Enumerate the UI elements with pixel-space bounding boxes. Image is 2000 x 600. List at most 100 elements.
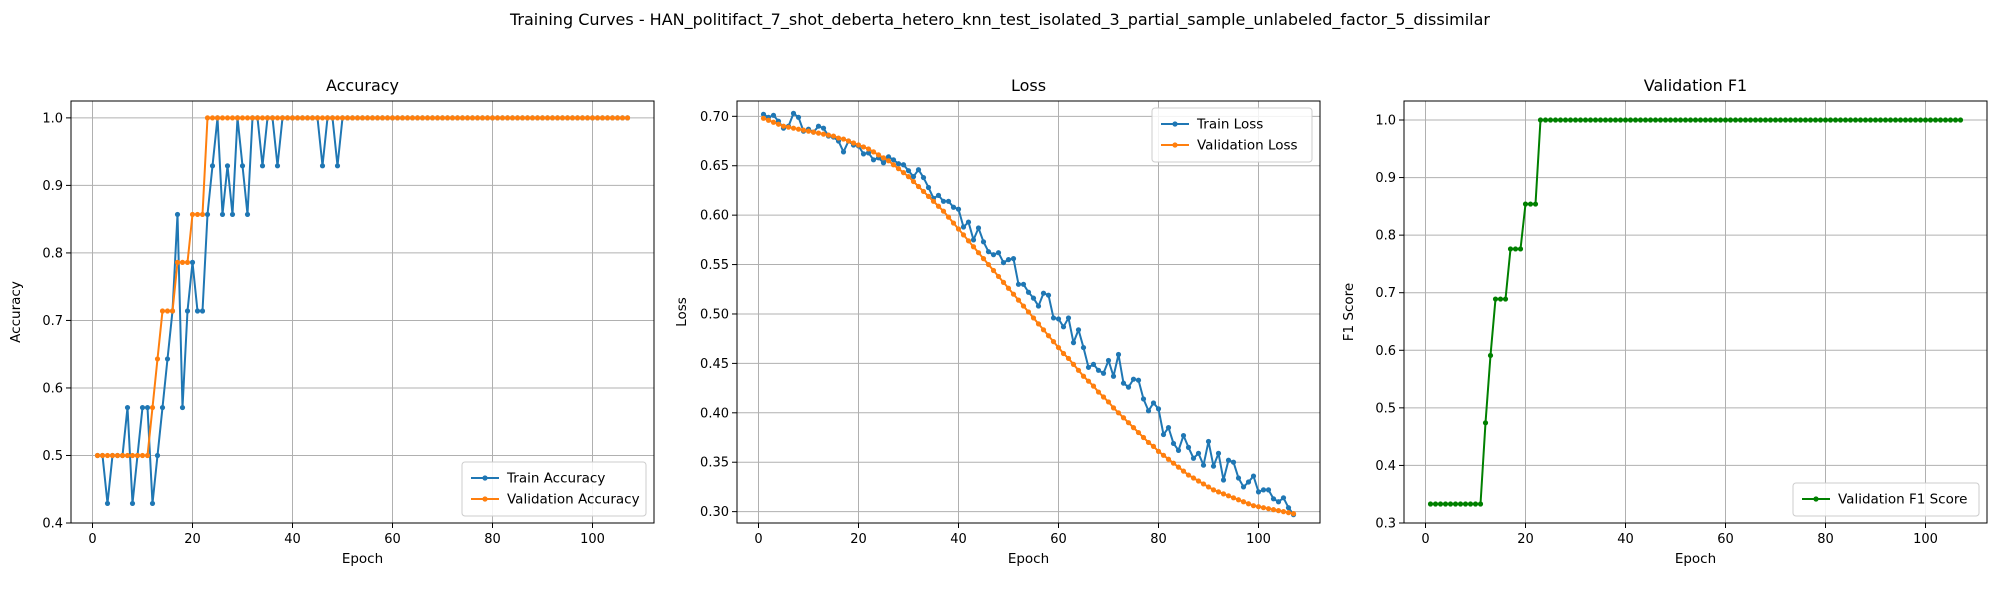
- loss-data-point: [1185, 472, 1192, 478]
- validation-f1-data-point: [1542, 117, 1549, 123]
- accuracy-data-point: [229, 115, 236, 121]
- loss-data-point: [955, 226, 962, 232]
- accuracy-data-point: [604, 115, 611, 121]
- loss-data-point: [1025, 309, 1032, 315]
- loss-data-point: [1255, 504, 1262, 510]
- validation-f1-data-point: [1592, 117, 1599, 123]
- loss-data-point: [1250, 503, 1257, 509]
- loss-data-point: [890, 162, 897, 168]
- validation-f1-data-point: [1647, 117, 1654, 123]
- loss-data-point: [765, 117, 772, 123]
- validation-f1-data-point: [1822, 117, 1829, 123]
- accuracy-data-point: [409, 115, 416, 121]
- loss-data-point: [830, 133, 837, 139]
- validation-f1-data-point: [1732, 117, 1739, 123]
- loss-data-point: [920, 188, 927, 195]
- accuracy-data-point: [159, 404, 166, 411]
- loss-data-point: [1060, 350, 1067, 357]
- loss-data-point: [1140, 396, 1147, 402]
- accuracy-data-point: [269, 115, 276, 121]
- loss-data-point: [975, 225, 982, 231]
- accuracy-data-point: [419, 115, 426, 121]
- validation-f1-data-point: [1767, 117, 1774, 123]
- loss-data-point: [910, 174, 917, 180]
- loss-data-point: [1065, 355, 1072, 362]
- loss-series-1: [760, 115, 1297, 517]
- accuracy-data-point: [264, 115, 271, 121]
- accuracy-data-point: [369, 115, 376, 121]
- validation-f1-data-point: [1622, 117, 1629, 123]
- loss-data-point: [850, 140, 857, 146]
- loss-data-point: [900, 170, 907, 176]
- loss-data-point: [760, 111, 767, 117]
- loss-data-point: [1220, 491, 1227, 497]
- loss-data-point: [1285, 510, 1292, 516]
- accuracy-data-point: [289, 115, 296, 121]
- validation-f1-data-point: [1717, 117, 1724, 123]
- validation-f1-data-point: [1887, 117, 1894, 123]
- loss-data-point: [990, 267, 997, 274]
- loss-data-point: [1105, 357, 1112, 364]
- validation-f1-data-point: [1657, 117, 1664, 123]
- loss-data-point: [1160, 431, 1167, 438]
- loss-data-point: [1090, 383, 1097, 389]
- loss-data-point: [1110, 373, 1117, 379]
- accuracy-data-point: [259, 163, 266, 169]
- validation-f1-data-point: [1507, 246, 1514, 252]
- validation-f1-data-point: [1432, 501, 1439, 507]
- accuracy-data-point: [339, 115, 346, 121]
- accuracy-data-point: [549, 115, 556, 121]
- loss-data-point: [1015, 281, 1022, 287]
- loss-data-point: [1100, 394, 1107, 400]
- accuracy-data-point: [284, 115, 291, 121]
- validation-f1-data-point: [1877, 117, 1884, 123]
- loss-data-point: [1045, 333, 1052, 339]
- accuracy-data-point: [194, 308, 201, 314]
- validation-f1-data-point: [1912, 117, 1919, 123]
- validation-f1-data-point: [1797, 117, 1804, 123]
- validation-f1-data-point: [1942, 117, 1949, 123]
- loss-data-point: [1180, 468, 1187, 474]
- validation-f1-data-point: [1442, 501, 1449, 507]
- loss-data-point: [960, 232, 967, 238]
- loss-data-point: [965, 238, 972, 244]
- accuracy-data-point: [439, 115, 446, 121]
- validation-f1-data-point: [1672, 117, 1679, 123]
- accuracy-data-point: [189, 211, 196, 218]
- loss-data-point: [1200, 481, 1207, 487]
- accuracy-data-point: [229, 211, 236, 218]
- loss-data-point: [1130, 425, 1137, 431]
- loss-data-point: [825, 132, 832, 138]
- validation-f1-data-point: [1587, 117, 1594, 123]
- accuracy-data-point: [534, 115, 541, 121]
- loss-data-point: [1080, 373, 1087, 379]
- validation-f1-data-point: [1857, 117, 1864, 123]
- accuracy-ytick-label: 0.6: [42, 381, 63, 396]
- loss-ytick-label: 0.45: [700, 357, 729, 372]
- loss-data-point: [1245, 479, 1252, 485]
- loss-data-point: [1180, 432, 1187, 439]
- validation-f1-data-point: [1527, 201, 1534, 207]
- loss-title: Loss: [1011, 76, 1046, 95]
- loss-data-point: [860, 151, 867, 157]
- validation-f1-data-point: [1862, 117, 1869, 123]
- loss-data-point: [930, 198, 937, 204]
- accuracy-data-point: [609, 115, 616, 121]
- validation-f1-data-point: [1782, 117, 1789, 123]
- accuracy-data-point: [399, 115, 406, 121]
- accuracy-data-point: [249, 115, 256, 121]
- loss-data-point: [1120, 415, 1127, 421]
- loss-data-point: [1005, 257, 1012, 263]
- accuracy-data-point: [254, 115, 261, 121]
- loss-data-point: [1135, 377, 1142, 383]
- accuracy-data-point: [589, 115, 596, 121]
- loss-ytick-label: 0.65: [700, 159, 729, 174]
- accuracy-data-point: [299, 115, 306, 121]
- validation-f1-data-point: [1557, 117, 1564, 123]
- accuracy-data-point: [444, 115, 451, 121]
- loss-data-point: [860, 144, 867, 150]
- figure-suptitle: Training Curves - HAN_politifact_7_shot_…: [509, 10, 1490, 30]
- loss-data-point: [1240, 484, 1247, 490]
- accuracy-data-point: [459, 115, 466, 121]
